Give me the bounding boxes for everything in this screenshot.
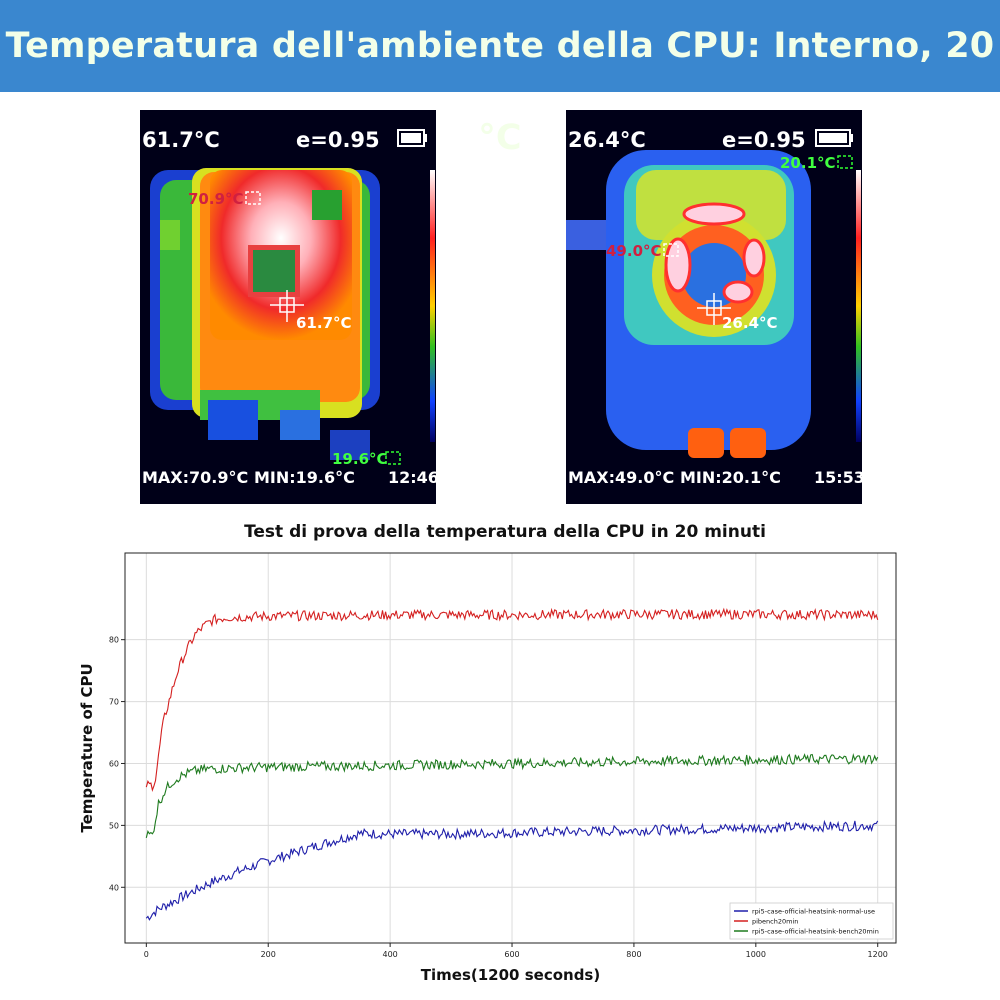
thermal-scene-left (140, 110, 436, 504)
y-axis-label: Temperature of CPU (78, 663, 96, 832)
cold-spot-label: 19.6°C (332, 450, 388, 468)
max-temp: MAX:70.9°C (142, 468, 249, 487)
color-scale-bar (430, 170, 435, 442)
x-tick-label: 0 (144, 950, 149, 959)
plot-frame (124, 552, 897, 944)
x-tick-label: 800 (626, 950, 641, 959)
thermal-scene-right (566, 110, 862, 504)
thermal-image-left: 61.7°C e=0.95 70.9°C 61.7°C 19.6°C MAX:7… (140, 110, 436, 504)
current-temp: 61.7°C (142, 128, 220, 152)
y-tick-label: 50 (109, 821, 119, 830)
y-tick-label: 60 (109, 759, 119, 768)
center-spot-label: 26.4°C (722, 314, 778, 332)
clock-time: 12:46 (388, 468, 436, 487)
legend-label-0: rpi5-case-official-heatsink-normal-use (752, 908, 875, 916)
legend-label-2: rpi5-case-official-heatsink-bench20min (752, 928, 879, 936)
x-tick-label: 400 (382, 950, 397, 959)
crosshair-icon (697, 293, 731, 325)
x-tick-label: 1000 (746, 950, 766, 959)
min-temp: MIN:19.6°C (254, 468, 355, 487)
center-spot-label: 61.7°C (296, 314, 352, 332)
crosshair-icon (270, 290, 304, 322)
x-axis-label: Times(1200 seconds) (421, 966, 600, 984)
series-line-0 (145, 819, 879, 921)
x-tick-label: 1200 (868, 950, 888, 959)
x-tick-label: 200 (261, 950, 276, 959)
cold-spot-label: 20.1°C (780, 154, 836, 172)
legend-label-1: pibench20min (752, 918, 798, 926)
hot-spot-label: 70.9°C (188, 190, 244, 208)
max-temp: MAX:49.0°C (568, 468, 675, 487)
y-tick-label: 70 (109, 698, 119, 707)
y-tick-label: 40 (109, 883, 119, 892)
clock-time: 15:53 (814, 468, 862, 487)
color-scale-bar (856, 170, 861, 442)
legend-box (729, 902, 894, 940)
y-tick-label: 80 (109, 636, 119, 645)
emissivity: e=0.95 (296, 128, 380, 152)
thermal-image-right: 26.4°C e=0.95 20.1°C 49.0°C 26.4°C MAX:4… (566, 110, 862, 504)
hot-spot-label: 49.0°C (606, 242, 662, 260)
series-line-1 (145, 607, 879, 792)
temperature-line-chart: 0 200 400 600 800 1000 1200 40 50 60 70 80 Times(120… (78, 552, 897, 984)
series-line-2 (145, 753, 879, 839)
emissivity: e=0.95 (722, 128, 806, 152)
page-title: Temperatura dell'ambiente della CPU: Int… (5, 26, 995, 158)
x-tick-label: 600 (504, 950, 519, 959)
chart-title: Test di prova della temperatura della CP… (244, 522, 766, 542)
min-temp: MIN:20.1°C (680, 468, 781, 487)
current-temp: 26.4°C (568, 128, 646, 152)
header-banner (0, 0, 1000, 92)
